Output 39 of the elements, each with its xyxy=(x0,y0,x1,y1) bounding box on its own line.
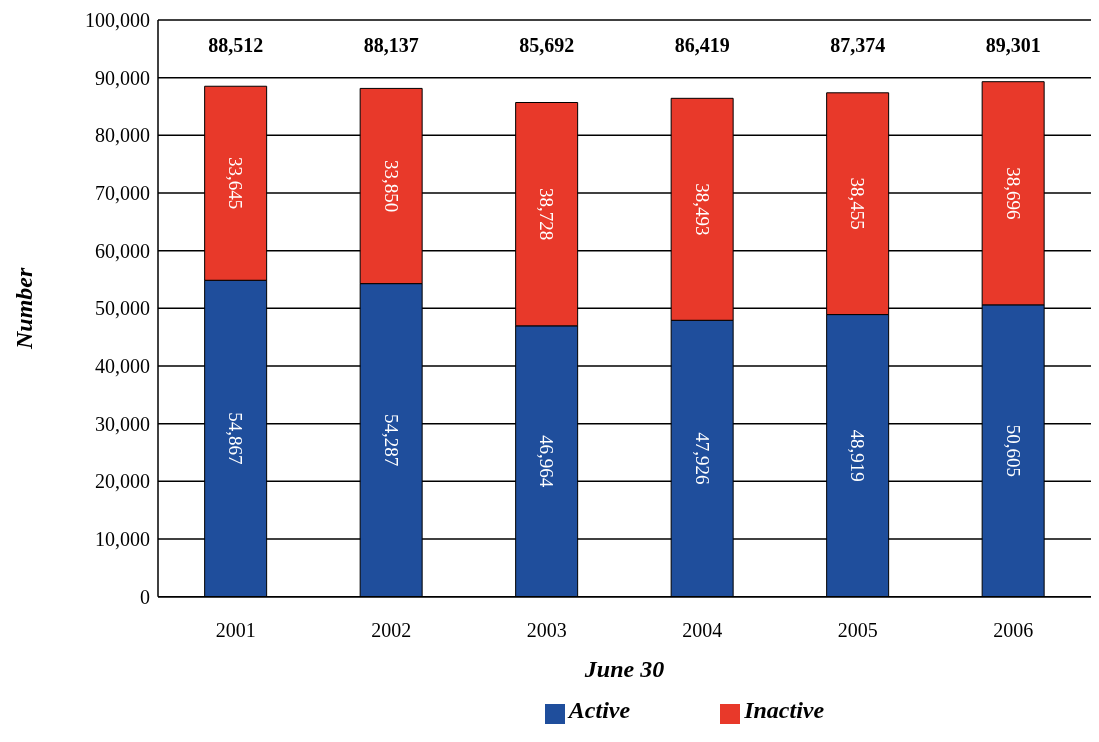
y-tick-label: 40,000 xyxy=(95,355,150,378)
data-label: 38,696 xyxy=(1002,167,1024,220)
x-axis-title: June 30 xyxy=(583,655,665,682)
y-tick-label: 20,000 xyxy=(95,470,150,493)
data-label: 47,926 xyxy=(691,432,713,485)
y-tick-label: 50,000 xyxy=(95,297,150,320)
data-label: 46,964 xyxy=(536,435,558,488)
y-tick-label: 80,000 xyxy=(95,124,150,147)
x-tick-label: 2001 xyxy=(215,618,256,641)
total-label: 87,374 xyxy=(830,34,886,56)
x-tick-label: 2006 xyxy=(993,618,1034,641)
data-label: 48,919 xyxy=(847,429,869,482)
y-tick-label: 90,000 xyxy=(95,66,150,89)
y-axis-title: Number xyxy=(10,267,37,351)
y-tick-label: 0 xyxy=(140,585,150,608)
data-label: 33,850 xyxy=(380,159,402,213)
y-tick-label: 60,000 xyxy=(95,239,150,262)
y-tick-label: 100,000 xyxy=(85,9,150,32)
y-tick-label: 30,000 xyxy=(95,412,150,435)
y-tick-label: 10,000 xyxy=(95,528,150,551)
data-label: 38,455 xyxy=(847,177,869,230)
data-label: 33,645 xyxy=(225,157,247,210)
legend-label: Active xyxy=(568,696,631,723)
y-tick-label: 70,000 xyxy=(95,182,150,205)
data-label: 54,867 xyxy=(225,412,247,465)
total-label: 89,301 xyxy=(985,34,1041,56)
total-label: 88,512 xyxy=(208,34,264,56)
total-label: 85,692 xyxy=(519,34,575,56)
x-tick-label: 2002 xyxy=(371,618,412,641)
legend-label: Inactive xyxy=(744,696,825,723)
x-tick-label: 2004 xyxy=(682,618,723,641)
x-tick-label: 2005 xyxy=(837,618,878,641)
total-label: 88,137 xyxy=(363,34,419,56)
total-label: 86,419 xyxy=(674,34,730,56)
x-tick-label: 2003 xyxy=(526,618,567,641)
data-label: 50,605 xyxy=(1002,424,1024,477)
data-label: 38,728 xyxy=(536,188,558,241)
data-label: 38,493 xyxy=(691,183,713,236)
data-label: 54,287 xyxy=(380,414,402,467)
